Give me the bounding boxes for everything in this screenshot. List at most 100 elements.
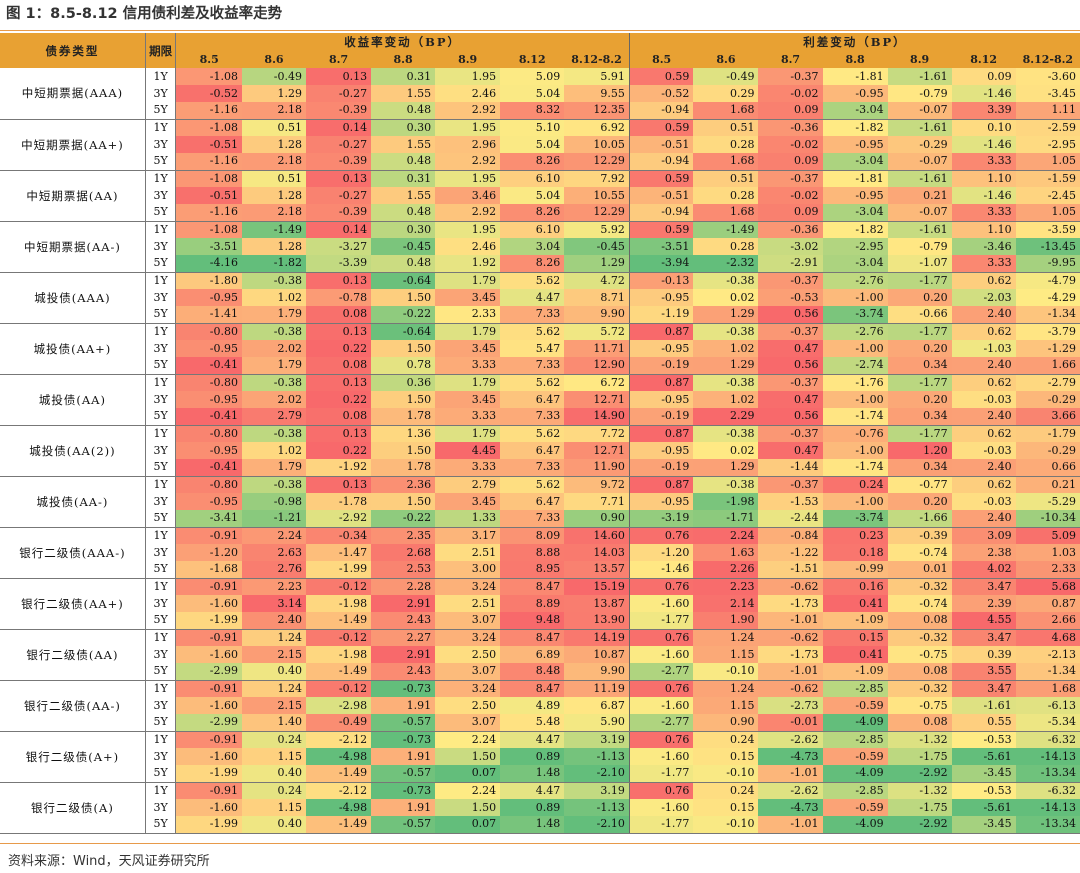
bottom-rule — [0, 843, 1080, 844]
yield-change-cell: 2.18 — [241, 102, 307, 120]
spread-change-cell: -2.32 — [693, 255, 759, 273]
yield-change-cell: -0.80 — [175, 425, 242, 442]
spread-change-cell: -2.76 — [822, 272, 888, 289]
yield-change-cell: 6.10 — [500, 170, 565, 187]
spread-change-cell: -0.32 — [887, 578, 952, 595]
yield-change-cell: -1.20 — [175, 544, 242, 561]
bond-type-cell: 城投债(AA+) — [0, 323, 146, 375]
spread-change-cell: -1.32 — [887, 782, 952, 799]
spread-change-cell: 1.29 — [693, 357, 759, 375]
yield-change-cell: -3.51 — [175, 238, 242, 255]
spread-change-cell: 2.24 — [693, 527, 759, 544]
yield-change-cell: 9.55 — [564, 85, 630, 102]
yield-change-cell: 5.48 — [500, 714, 565, 732]
yield-date-header: 8.9 — [435, 51, 501, 68]
spread-change-cell: 1.68 — [693, 204, 759, 222]
yield-change-cell: 8.47 — [500, 629, 565, 646]
yield-change-cell: -0.41 — [175, 459, 242, 477]
spread-change-cell: -0.37 — [758, 425, 823, 442]
spread-change-cell: -3.45 — [951, 765, 1016, 783]
spread-change-cell: -3.04 — [822, 153, 888, 171]
spread-change-cell: -1.77 — [629, 612, 694, 630]
spread-change-cell: -0.95 — [822, 187, 888, 204]
spread-change-cell: -0.19 — [629, 357, 694, 375]
yield-change-cell: 2.15 — [241, 697, 307, 714]
yield-change-cell: 0.14 — [306, 221, 372, 238]
spread-change-cell: -1.01 — [758, 612, 823, 630]
table-row: 3Y -0.51 1.28 -0.27 1.55 3.46 5.04 10.55 -0.51 0.… — [0, 187, 1080, 204]
yield-change-cell: -0.38 — [241, 476, 307, 493]
spread-change-cell: -0.38 — [693, 425, 759, 442]
yield-change-cell: -0.73 — [371, 731, 436, 748]
yield-change-cell: 3.17 — [435, 527, 501, 544]
spread-change-cell: -2.92 — [887, 765, 952, 783]
yield-change-cell: -1.60 — [175, 595, 242, 612]
spread-change-cell: -1.51 — [758, 561, 823, 579]
spread-change-cell: 1.10 — [951, 221, 1016, 238]
yield-change-cell: 1.02 — [241, 289, 307, 306]
yield-change-cell: -0.95 — [175, 340, 242, 357]
table-row: 5Y -0.41 1.79 0.08 0.78 3.33 7.33 12.90 -0.19 1.2… — [0, 357, 1080, 375]
spread-change-cell: -3.02 — [758, 238, 823, 255]
yield-change-cell: 2.92 — [435, 204, 501, 222]
table-row: 中短期票据(AAA) 1Y -1.08 -0.49 0.13 0.31 1.95 5.09 5.… — [0, 68, 1080, 120]
spread-change-cell: -1.53 — [758, 493, 823, 510]
spread-change-cell: 1.24 — [693, 680, 759, 697]
yield-change-cell: -0.27 — [306, 85, 372, 102]
spread-change-cell: 3.09 — [951, 527, 1016, 544]
spread-change-cell: -2.85 — [822, 731, 888, 748]
spread-change-cell: 0.20 — [887, 493, 952, 510]
spread-change-cell: -0.37 — [758, 374, 823, 391]
spread-change-cell: 2.40 — [951, 306, 1016, 324]
spread-change-cell: 0.15 — [822, 629, 888, 646]
spread-change-cell: -1.46 — [951, 187, 1016, 204]
spread-change-cell: 0.20 — [887, 340, 952, 357]
spread-change-cell: -1.09 — [822, 612, 888, 630]
yield-change-cell: 0.78 — [371, 357, 436, 375]
yield-change-cell: 5.62 — [500, 476, 565, 493]
yield-change-cell: 8.88 — [500, 544, 565, 561]
yield-change-cell: 3.33 — [435, 459, 501, 477]
bond-type-cell: 城投债(AAA) — [0, 272, 146, 324]
spread-change-cell: 0.41 — [822, 595, 888, 612]
yield-change-cell: 6.87 — [564, 697, 630, 714]
term-cell: 3Y — [145, 493, 177, 510]
yield-change-cell: 1.55 — [371, 136, 436, 153]
spread-change-cell: 4.02 — [951, 561, 1016, 579]
spread-change-cell: -1.01 — [758, 816, 823, 834]
spread-change-cell: -0.07 — [887, 204, 952, 222]
table-row: 中短期票据(AA) 1Y -1.08 0.51 0.13 0.31 1.95 6.10 7.92… — [0, 170, 1080, 222]
yield-change-cell: 3.24 — [435, 680, 501, 697]
spread-change-cell: 0.51 — [693, 119, 759, 136]
spread-change-cell: -1.74 — [822, 408, 888, 426]
spread-change-cell: -2.91 — [758, 255, 823, 273]
yield-change-cell: -0.91 — [175, 680, 242, 697]
spread-change-cell: -1.32 — [887, 731, 952, 748]
bond-type-cell: 银行二级债(AA+) — [0, 578, 146, 630]
yield-change-cell: -0.34 — [306, 527, 372, 544]
spread-change-cell: 2.33 — [1015, 561, 1080, 579]
term-cell: 5Y — [145, 357, 177, 375]
table-row: 银行二级债(AA+) 1Y -0.91 2.23 -0.12 2.28 3.24 8.47 15… — [0, 578, 1080, 630]
spread-change-cell: 0.15 — [693, 748, 759, 765]
yield-change-cell: 8.71 — [564, 289, 630, 306]
spread-change-cell: 0.16 — [822, 578, 888, 595]
spread-change-cell: -0.49 — [693, 68, 759, 85]
yield-change-cell: 2.35 — [371, 527, 436, 544]
spread-change-cell: -0.53 — [951, 731, 1016, 748]
yield-change-cell: -0.38 — [241, 272, 307, 289]
yield-change-cell: 1.24 — [241, 680, 307, 697]
spread-change-cell: -0.95 — [822, 136, 888, 153]
yield-change-cell: 11.19 — [564, 680, 630, 697]
yield-change-cell: 0.31 — [371, 68, 436, 85]
spread-change-cell: -0.37 — [758, 170, 823, 187]
spread-change-cell: -0.36 — [758, 221, 823, 238]
yield-change-cell: 2.36 — [371, 476, 436, 493]
yield-change-cell: 2.23 — [241, 578, 307, 595]
yield-change-cell: 12.71 — [564, 391, 630, 408]
yield-change-cell: 1.50 — [371, 493, 436, 510]
spread-change-cell: 3.33 — [951, 153, 1016, 171]
yield-change-cell: 2.27 — [371, 629, 436, 646]
spread-change-cell: -2.62 — [758, 731, 823, 748]
spread-change-cell: -2.92 — [887, 816, 952, 834]
